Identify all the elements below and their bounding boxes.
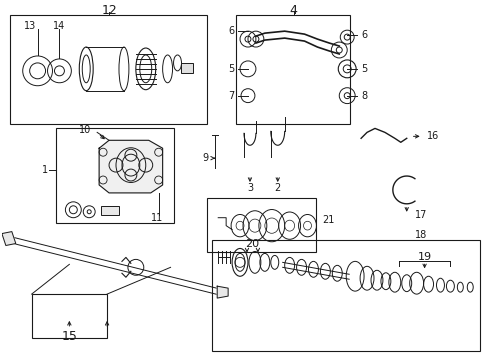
- Text: 6: 6: [360, 30, 366, 40]
- Text: 9: 9: [202, 153, 208, 163]
- Bar: [10, 15, 207, 125]
- Bar: [101, 206, 119, 215]
- Text: 6: 6: [227, 26, 234, 36]
- Text: 11: 11: [151, 213, 163, 223]
- Text: 14: 14: [53, 21, 65, 31]
- Text: 12: 12: [101, 4, 117, 17]
- Bar: [181, 63, 193, 73]
- Bar: [56, 129, 173, 223]
- Text: 5: 5: [360, 64, 366, 74]
- Bar: [32, 294, 107, 338]
- Bar: [236, 15, 349, 125]
- Text: 7: 7: [227, 91, 234, 101]
- Text: 3: 3: [246, 183, 252, 193]
- Text: 10: 10: [79, 125, 91, 135]
- Text: 13: 13: [23, 21, 36, 31]
- Text: 8: 8: [360, 91, 366, 101]
- Text: 16: 16: [426, 131, 438, 141]
- Text: 4: 4: [289, 4, 297, 17]
- Text: 20: 20: [244, 239, 259, 248]
- Text: 1: 1: [42, 165, 48, 175]
- Text: 5: 5: [227, 64, 234, 74]
- Bar: [212, 239, 479, 351]
- Polygon shape: [99, 140, 163, 193]
- Text: 19: 19: [417, 252, 431, 262]
- Text: 15: 15: [61, 330, 77, 343]
- Polygon shape: [217, 286, 228, 298]
- Text: 17: 17: [414, 210, 426, 220]
- Text: 21: 21: [322, 215, 334, 225]
- Text: 2: 2: [274, 183, 280, 193]
- Text: 18: 18: [414, 230, 426, 239]
- Polygon shape: [2, 231, 16, 246]
- Bar: [207, 198, 316, 252]
